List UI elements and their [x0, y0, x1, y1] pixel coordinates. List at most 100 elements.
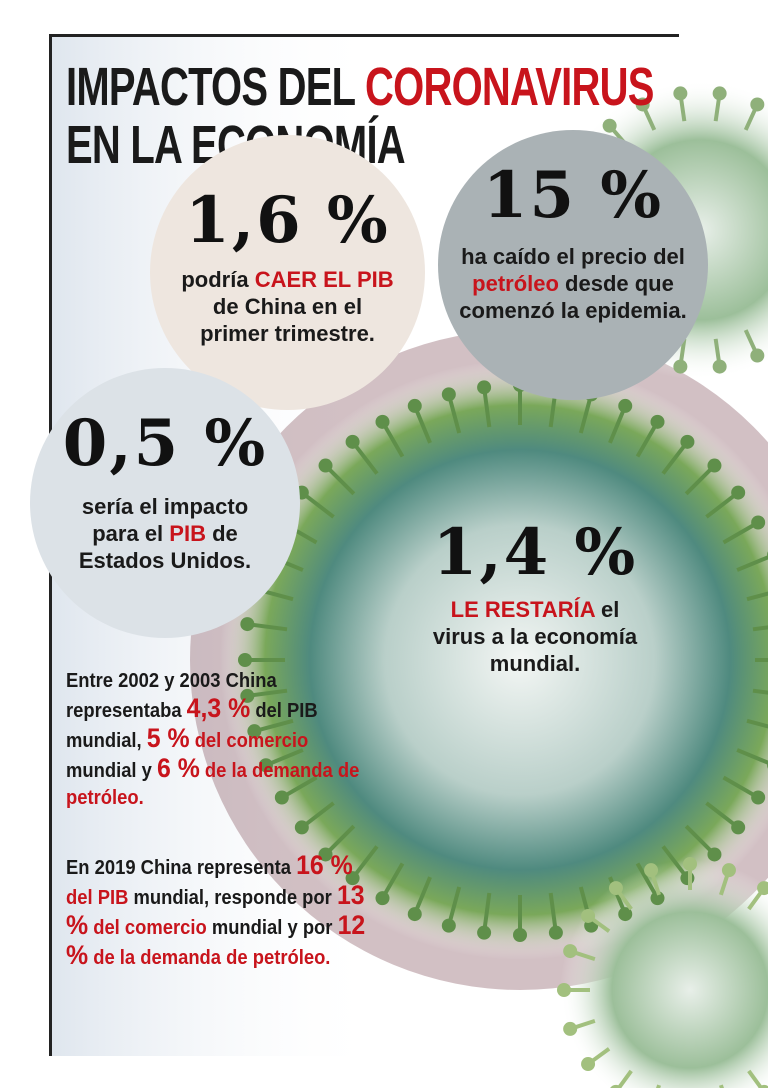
frame-line [49, 34, 679, 37]
virus-spike-tip [318, 458, 333, 473]
text-segment: de la demanda de petróleo. [88, 947, 331, 969]
stat-figure: 15 % [482, 158, 664, 233]
text-segment: de la demanda de petróleo. [66, 760, 360, 809]
virus-spike [746, 591, 768, 602]
virus-spike-tip [375, 414, 390, 429]
text-segment: LE RESTARÍA [450, 597, 595, 622]
text-segment: En 2019 China representa [66, 857, 297, 879]
stat-text: sería el impacto para el PIB de Estados … [65, 493, 265, 574]
text-segment: Entre 2002 y 2003 China representaba [66, 670, 277, 722]
virus-spike-tip [673, 86, 688, 101]
virus-spike-tip [712, 359, 727, 374]
text-segment: de China en el primer trimestre. [200, 294, 375, 346]
virus-spike-tip [635, 97, 650, 112]
text-segment: 4,3 % [186, 693, 251, 723]
virus-spike-tip [712, 86, 727, 101]
virus-spike-tip [644, 863, 659, 878]
virus-spike-tip [581, 1057, 596, 1072]
stat-circle: 1,6 % podría CAER EL PIB de China en el … [150, 135, 425, 410]
virus-spike-tip [548, 925, 563, 940]
virus-spike-tip [608, 881, 623, 896]
stat-figure: 0,5 % [62, 406, 268, 481]
stat-figure: 1,4 % [432, 515, 638, 590]
virus-spike-tip [407, 398, 422, 413]
text-segment: PIB [169, 521, 206, 546]
text-segment: petróleo [472, 271, 559, 296]
stat-text: LE RESTARÍA el virus a la economía mundi… [425, 596, 645, 677]
text-segment: del PIB [250, 700, 318, 722]
virus-spike-tip [563, 1021, 578, 1036]
text-segment: ha caído el precio del [461, 244, 685, 269]
virus-spike-tip [247, 724, 262, 739]
virus-spike-tip [751, 515, 766, 530]
virus-spike-tip [477, 380, 492, 395]
text-segment: del PIB [66, 887, 129, 909]
virus-spike-tip [513, 928, 527, 942]
virus-spike [746, 718, 768, 729]
text-segment: desde que comenzó la epidemia. [459, 271, 687, 323]
virus-spike-tip [673, 359, 688, 374]
virus-spike-tip [240, 617, 255, 632]
virus-spike-tip [318, 847, 333, 862]
virus-spike-tip [750, 97, 765, 112]
stat-figure: 1,6 % [185, 183, 390, 258]
virus-spike-tip [618, 398, 633, 413]
stat-block: 1,4 % LE RESTARÍA el virus a la economía… [410, 515, 660, 677]
virus-spike-tip [731, 820, 746, 835]
text-segment: 5 % [146, 723, 190, 753]
virus-spike-tip [238, 653, 252, 667]
virus-spike-tip [680, 434, 695, 449]
virus-spike-tip [757, 881, 768, 896]
virus-spike-tip [258, 758, 273, 773]
virus-spike-tip [650, 414, 665, 429]
virus-spike-tip [721, 863, 736, 878]
virus-spike [752, 688, 768, 695]
virus-spike-tip [441, 387, 456, 402]
text-segment: 16 % [296, 850, 353, 880]
virus-spike-tip [750, 348, 765, 363]
text-segment: de Estados Unidos. [78, 521, 252, 573]
text-segment: 13 % [66, 880, 365, 940]
text-segment: sería el impacto para el [81, 494, 249, 546]
virus-spike-tip [240, 688, 255, 703]
stat-circle: 15 % ha caído el precio del petróleo des… [438, 130, 708, 400]
virus-spike-tip [758, 1084, 768, 1088]
virus-spike-tip [375, 891, 390, 906]
virus-spike-tip [751, 790, 766, 805]
virus-spike-tip [557, 983, 571, 997]
virus-body [220, 360, 768, 960]
virus-spike [616, 1069, 633, 1088]
text-segment: 12 % [66, 910, 366, 970]
virus-spike-tip [345, 434, 360, 449]
text-segment: 6 % [156, 753, 200, 783]
text-segment: mundial y por [206, 917, 338, 939]
virus-spike-tip [345, 871, 360, 886]
virus-spike-tip [680, 871, 695, 886]
virus-spike-tip [294, 820, 309, 835]
paragraph: En 2019 China representa 16 % del PIB mu… [66, 852, 370, 972]
text-segment: mundial, responde por [128, 887, 337, 909]
text-segment: mundial y [66, 760, 157, 782]
virus-spike-tip [731, 485, 746, 500]
virus-spike-tip [707, 847, 722, 862]
text-segment: del comercio [88, 917, 207, 939]
text-segment: mundial, [66, 730, 147, 752]
stat-text: podría CAER EL PIB de China en el primer… [178, 266, 398, 347]
virus-spike [752, 625, 768, 632]
virus-spike-tip [274, 790, 289, 805]
virus-spike-tip [563, 944, 578, 959]
text-segment: del comercio [189, 730, 309, 752]
virus-spike-tip [650, 891, 665, 906]
virus-spike-tip [581, 908, 596, 923]
virus-body [560, 860, 768, 1088]
stat-text: ha caído el precio del petróleo desde qu… [458, 243, 688, 324]
virus-spike-tip [707, 458, 722, 473]
text-segment: podría [181, 267, 255, 292]
text-segment: IMPACTOS DEL [66, 57, 366, 117]
virus-spike-tip [683, 857, 697, 871]
virus-spike [747, 1069, 764, 1088]
text-segment: CORONAVIRUS [365, 57, 654, 117]
virus-spike-tip [407, 907, 422, 922]
virus-spike-tip [477, 925, 492, 940]
